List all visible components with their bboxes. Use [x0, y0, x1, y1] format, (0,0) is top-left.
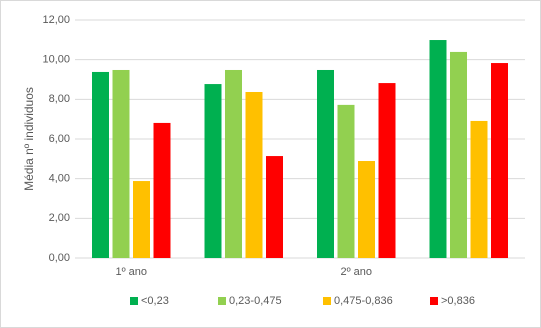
- y-tick-label: 6,00: [49, 133, 70, 145]
- legend-swatch: [130, 297, 138, 305]
- bar: [225, 69, 242, 258]
- bar: [92, 71, 109, 258]
- legend-label: 0,23-0,475: [229, 295, 282, 307]
- y-tick-label: 2,00: [49, 212, 70, 224]
- legend-swatch: [218, 297, 226, 305]
- bar: [266, 156, 283, 258]
- bar: [491, 63, 508, 259]
- y-tick-label: 10,00: [42, 54, 70, 66]
- bar: [317, 69, 334, 258]
- legend-label: <0,23: [141, 295, 169, 307]
- y-tick-label: 4,00: [49, 173, 70, 185]
- bar: [112, 69, 130, 258]
- legend-swatch: [323, 297, 331, 305]
- bar: [378, 83, 396, 258]
- legend-label: >0,836: [441, 295, 475, 307]
- x-tick-label: 2º ano: [340, 266, 372, 278]
- bar: [429, 40, 447, 259]
- bar: [358, 161, 375, 258]
- legend-swatch: [430, 297, 438, 305]
- y-tick-label: 8,00: [49, 93, 70, 105]
- bar: [245, 91, 263, 259]
- bar: [153, 122, 171, 258]
- y-tick-label: 12,00: [42, 14, 70, 26]
- legend-label: 0,475-0,836: [334, 295, 393, 307]
- y-tick-label: 0,00: [49, 252, 70, 264]
- bar: [204, 84, 222, 258]
- y-axis-label: Média nº individuos: [22, 87, 36, 191]
- bar: [337, 104, 355, 259]
- bar: [470, 120, 488, 259]
- x-tick-label: 1º ano: [115, 266, 147, 278]
- bar: [133, 181, 150, 258]
- bar: [450, 51, 467, 258]
